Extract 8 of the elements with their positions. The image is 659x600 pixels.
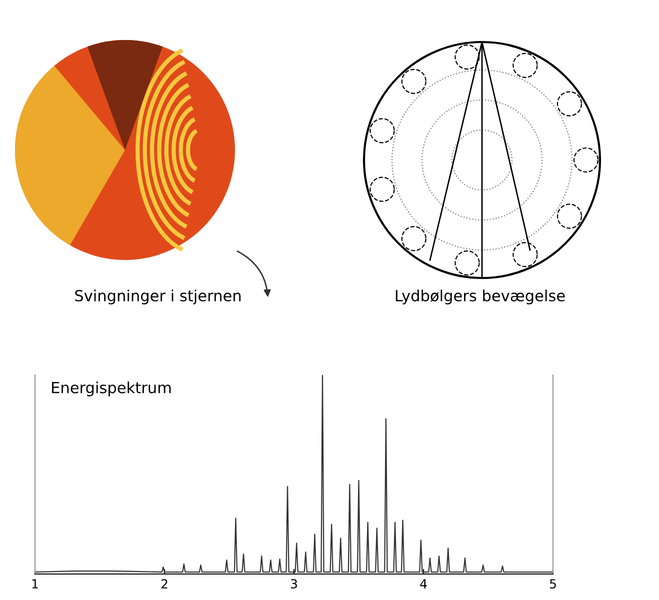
x-tick-label: 2 [161, 579, 168, 588]
x-tick-label: 1 [32, 579, 38, 588]
text: Svingninger i stjernen [75, 290, 241, 304]
chart-title: Energispektrum [52, 382, 171, 396]
x-tick-label: 3 [290, 579, 297, 589]
x-tick-label: 4 [420, 579, 427, 588]
x-tick-label: 5 [550, 579, 556, 589]
text: Lydbølgers bevægelse [396, 290, 565, 304]
